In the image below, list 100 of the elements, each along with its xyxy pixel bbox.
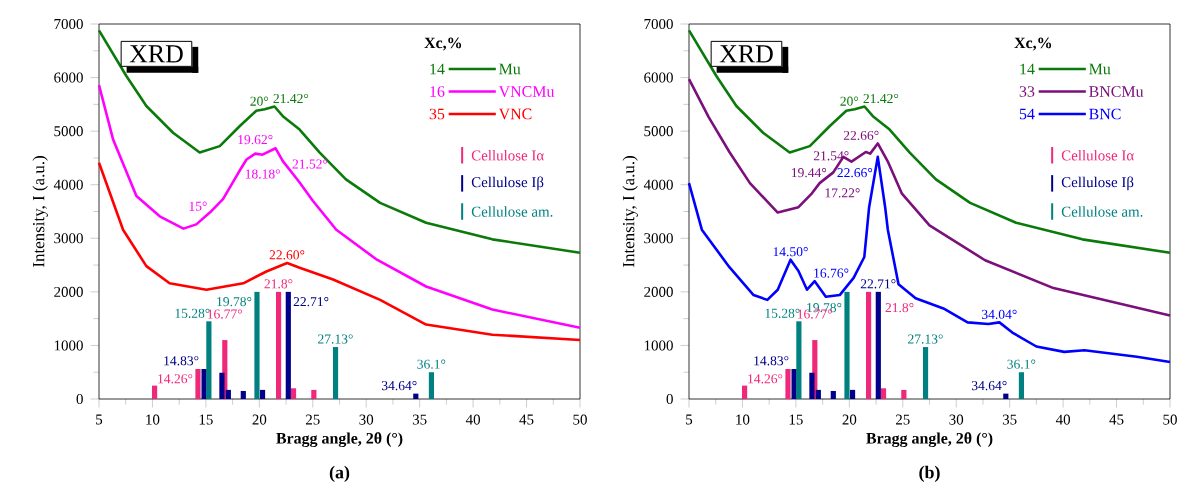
annotation: 14.26° <box>748 374 783 384</box>
legend-label: Cellulose am. <box>471 206 553 217</box>
x-tick-label: 20 <box>842 414 857 425</box>
legend-label: VNC <box>498 108 532 120</box>
annotation: 14.26° <box>158 374 193 384</box>
y-tick-label: 4000 <box>53 179 83 190</box>
x-tick-label: 40 <box>465 414 481 425</box>
annotation: 22.66° <box>837 168 873 178</box>
annotation: 21.42° <box>863 93 899 104</box>
annotation: 21.52° <box>292 159 328 169</box>
annotation: 18.18° <box>245 169 280 179</box>
bar <box>311 389 317 399</box>
y-tick-label: 3000 <box>54 233 83 244</box>
annotation: 19.44° <box>792 168 827 178</box>
bar <box>201 369 207 399</box>
annotation: 21.42° <box>273 93 309 104</box>
annotation: 19.78° <box>217 297 252 307</box>
x-tick-label: 45 <box>519 414 534 425</box>
x-tick-label: 45 <box>1109 414 1124 425</box>
x-tick-label: 50 <box>573 414 587 425</box>
y-tick-label: 5000 <box>54 126 83 137</box>
legend-label: Cellulose am. <box>1061 206 1143 217</box>
annotation: 16 <box>430 86 445 97</box>
annotation: 27.13° <box>908 334 943 344</box>
x-tick-label: 15 <box>789 414 803 425</box>
text: XRD <box>129 45 183 63</box>
bar <box>901 389 907 399</box>
annotation: 34.04° <box>982 309 1017 319</box>
annotation: 17.22° <box>825 188 860 198</box>
legend-label: Cellulose Iβ <box>1061 176 1134 191</box>
legend-label: Mu <box>499 63 521 75</box>
annotation: 22.71° <box>293 297 329 307</box>
bar <box>796 321 802 399</box>
y-axis-title: Intensity, I (a.u.) <box>32 156 48 267</box>
bar <box>875 291 881 399</box>
annotation: 21.8° <box>885 303 914 313</box>
bar <box>259 389 266 399</box>
x-tick-label: 10 <box>146 414 160 425</box>
x-axis-title: Bragg angle, 2θ (°) <box>866 432 993 448</box>
bar <box>830 390 836 399</box>
bar <box>742 385 748 399</box>
annotation: 20° <box>250 96 269 106</box>
annotation: 15° <box>189 201 207 211</box>
legend-label: Mu <box>1089 63 1111 75</box>
annotation: 14.50° <box>773 247 808 257</box>
annotation: 54 <box>1019 108 1035 120</box>
annotation: 34.64° <box>381 381 417 391</box>
x-tick-label: 35 <box>412 414 427 425</box>
annotation: 14.83° <box>754 356 789 366</box>
text: (b) <box>919 465 940 483</box>
bar <box>275 291 282 399</box>
y-tick-label: 0 <box>76 393 83 405</box>
bar <box>791 369 797 399</box>
y-tick-label: 6000 <box>54 72 83 83</box>
legend-label: Cellulose Iβ <box>471 176 544 191</box>
y-tick-label: 7000 <box>54 18 83 30</box>
y-tick-label: 2000 <box>54 286 83 297</box>
x-tick-label: 15 <box>199 414 213 425</box>
x-tick-label: 5 <box>686 414 693 425</box>
legend-label: BNCMu <box>1089 86 1144 97</box>
annotation: 36.1° <box>1007 359 1036 369</box>
legend-label: BNC <box>1089 108 1121 120</box>
annotation: 16.77° <box>207 309 242 319</box>
bar <box>254 291 260 399</box>
x-tick-label: 10 <box>736 414 750 425</box>
bar <box>240 390 246 399</box>
x-tick-label: 25 <box>895 414 910 425</box>
line-series <box>687 29 1172 255</box>
annotation: 14 <box>1020 63 1035 75</box>
x-tick-label: 30 <box>949 414 964 425</box>
bar <box>332 347 339 399</box>
bar <box>785 369 791 399</box>
y-tick-label: 7000 <box>644 18 673 30</box>
bar <box>865 291 872 399</box>
annotation: 36.1° <box>417 359 446 369</box>
annotation: 33 <box>1019 86 1035 97</box>
y-tick-label: 6000 <box>644 72 673 83</box>
legend-label: Cellulose Iα <box>471 149 544 161</box>
y-tick-label: 5000 <box>644 126 673 137</box>
bar <box>849 389 856 399</box>
text: XRD <box>719 45 773 63</box>
annotation: 14.83° <box>164 356 199 366</box>
annotation: 14 <box>430 63 445 75</box>
bar <box>844 291 850 399</box>
x-tick-label: 35 <box>1002 414 1017 425</box>
annotation: 16.76° <box>814 268 849 278</box>
x-tick-label: 40 <box>1055 414 1071 425</box>
x-tick-label: 20 <box>252 414 267 425</box>
legend-label: VNCMu <box>498 86 555 97</box>
legend-title: Xc,% <box>424 37 462 51</box>
x-tick-label: 50 <box>1163 414 1177 425</box>
y-tick-label: 3000 <box>644 233 673 244</box>
x-tick-label: 25 <box>305 414 320 425</box>
legend-label: Cellulose Iα <box>1061 149 1134 161</box>
x-axis-title: Bragg angle, 2θ (°) <box>276 432 403 448</box>
bar <box>428 372 435 399</box>
bar <box>880 388 887 399</box>
x-tick-label: 5 <box>96 414 103 425</box>
annotation: 15.28° <box>175 308 210 318</box>
y-tick-label: 4000 <box>643 179 673 190</box>
